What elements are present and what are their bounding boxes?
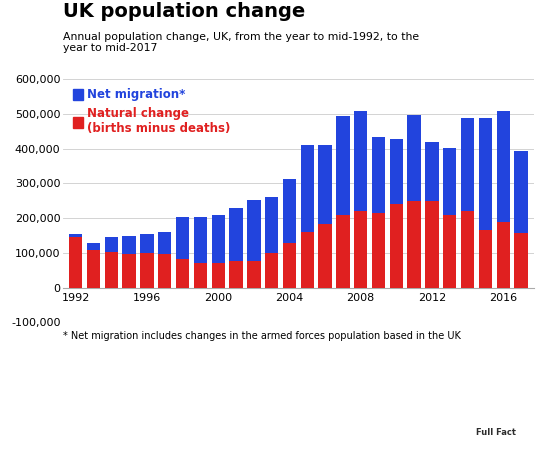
Bar — [336, 116, 350, 215]
Bar — [443, 215, 456, 288]
Bar — [478, 118, 492, 230]
Bar — [123, 254, 136, 288]
Bar — [283, 243, 296, 288]
Bar — [461, 211, 474, 288]
Bar — [514, 151, 527, 233]
Bar — [514, 233, 527, 288]
Bar — [443, 148, 456, 215]
Bar — [497, 221, 510, 288]
Text: Annual population change, UK, from the year to mid-1992, to the
year to mid-2017: Annual population change, UK, from the y… — [63, 32, 419, 53]
Bar — [104, 252, 118, 288]
Bar — [194, 217, 207, 263]
Bar — [408, 115, 421, 202]
Bar — [212, 263, 225, 288]
Bar — [176, 217, 189, 259]
Bar — [425, 201, 439, 288]
Bar — [123, 236, 136, 254]
Text: Population estimates for the UK, England and Wales, Scotland and
Northern Irelan: Population estimates for the UK, England… — [63, 382, 410, 404]
Bar — [229, 207, 243, 261]
Bar — [265, 197, 278, 253]
Bar — [212, 215, 225, 263]
Bar — [354, 111, 367, 211]
Bar — [301, 145, 314, 232]
Bar — [265, 253, 278, 288]
Bar — [461, 118, 474, 211]
Bar — [140, 253, 153, 288]
Text: Source:: Source: — [14, 382, 58, 392]
Bar — [389, 204, 403, 288]
Bar — [389, 139, 403, 204]
Bar — [283, 179, 296, 243]
Bar — [354, 211, 367, 288]
Bar — [158, 232, 172, 254]
Bar — [194, 263, 207, 288]
Text: Full Fact: Full Fact — [476, 428, 516, 437]
Bar — [229, 261, 243, 288]
Legend: Net migration*, Natural change
(births minus deaths): Net migration*, Natural change (births m… — [69, 85, 234, 139]
Text: * Net migration includes changes in the armed forces population based in the UK: * Net migration includes changes in the … — [63, 331, 461, 341]
Bar — [104, 237, 118, 252]
Bar — [247, 261, 261, 288]
Text: UK population change: UK population change — [63, 2, 305, 21]
Bar — [87, 243, 100, 250]
Polygon shape — [473, 372, 534, 444]
Bar — [478, 230, 492, 288]
Bar — [140, 234, 153, 253]
Bar — [69, 235, 82, 237]
Bar — [301, 232, 314, 288]
Bar — [69, 235, 82, 288]
Bar — [318, 145, 332, 224]
Bar — [408, 202, 421, 288]
Bar — [497, 111, 510, 221]
Bar — [87, 250, 100, 288]
Bar — [372, 137, 385, 213]
Bar — [247, 200, 261, 261]
Bar — [318, 224, 332, 288]
Bar — [372, 213, 385, 288]
Bar — [176, 259, 189, 288]
Bar — [336, 215, 350, 288]
Bar — [158, 254, 172, 288]
Bar — [425, 142, 439, 201]
